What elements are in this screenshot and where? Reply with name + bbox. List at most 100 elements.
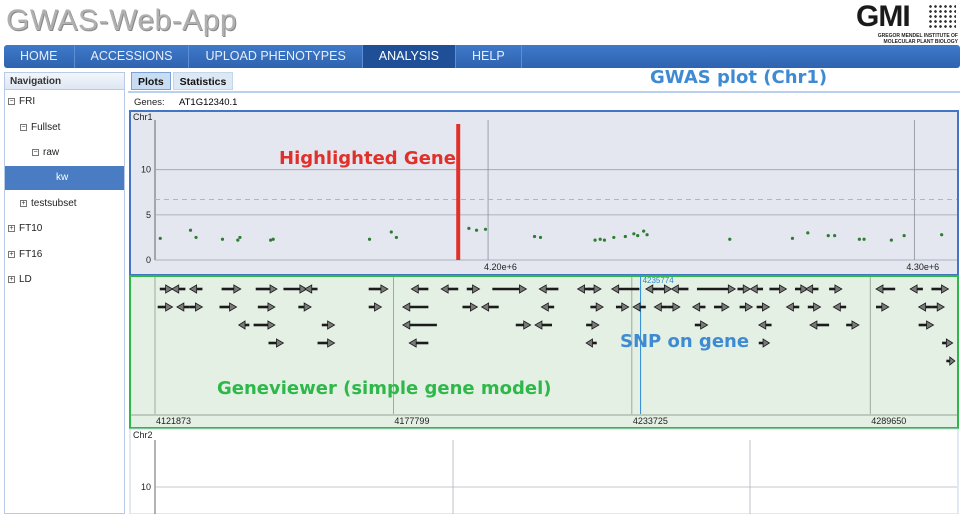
tree-item-label: FRI — [19, 96, 36, 107]
snp-point — [598, 237, 602, 241]
collapse-icon[interactable]: − — [32, 149, 39, 156]
gene-model — [253, 320, 276, 330]
gene-model — [317, 338, 336, 348]
tree-item-label: FT16 — [19, 249, 43, 260]
nav-tab-analysis[interactable]: ANALYSIS — [362, 45, 457, 68]
tree-item-ft16[interactable]: + FT16 — [5, 243, 124, 267]
tree-item-fri[interactable]: − FRI — [5, 90, 124, 114]
collapse-icon[interactable]: − — [8, 98, 15, 105]
snp-point — [367, 237, 372, 241]
snp-position-label: 4235774 — [643, 276, 675, 285]
tree-item-fullset[interactable]: − Fullset — [5, 116, 124, 140]
subtabs: Plots Statistics — [131, 72, 235, 92]
gene-strand-arrow — [410, 284, 419, 294]
tab-statistics[interactable]: Statistics — [172, 72, 234, 90]
navigation-sidebar: Navigation − FRI − Fullset − raw kw + testsu… — [4, 72, 125, 514]
gene-model — [401, 320, 437, 330]
sidebar-header: Navigation — [5, 73, 124, 90]
top-nav: HOME ACCESSIONS UPLOAD PHENOTYPES ANALYS… — [4, 45, 960, 68]
gene-strand-arrow — [576, 284, 585, 294]
gene-model — [588, 284, 602, 294]
chr1-y-tick-label: 10 — [141, 165, 151, 175]
chr2-panel — [129, 428, 959, 514]
gene-model — [737, 284, 752, 294]
gene-model — [515, 320, 532, 330]
gene-model — [368, 284, 389, 294]
highlighted-gene-bar — [456, 124, 461, 260]
gene-strand-arrow — [534, 320, 543, 330]
tab-plots[interactable]: Plots — [131, 72, 171, 90]
gene-model — [918, 320, 935, 330]
gene-strand-arrow — [327, 338, 336, 348]
nav-tab-home[interactable]: HOME — [4, 45, 75, 68]
gene-model — [586, 320, 600, 330]
gene-model — [221, 284, 242, 294]
gene-strand-arrow — [380, 284, 389, 294]
snp-point — [271, 237, 275, 241]
gene-model — [408, 338, 429, 348]
gene-model — [410, 284, 429, 294]
tree-item-raw[interactable]: − raw — [5, 141, 124, 165]
gene-strand-arrow — [813, 302, 822, 312]
gmi-logo-dots-icon — [928, 4, 956, 30]
snp-point — [538, 235, 543, 240]
tree-item-label: Fullset — [31, 122, 61, 133]
snp-point — [474, 228, 479, 232]
gene-strand-arrow — [700, 320, 709, 330]
gene-strand-arrow — [176, 302, 185, 312]
gene-model — [757, 320, 772, 330]
gene-strand-arrow — [470, 302, 479, 312]
expand-icon[interactable]: + — [8, 251, 15, 258]
gene-model — [670, 284, 689, 294]
tree-item-kw[interactable]: kw — [5, 166, 124, 190]
tree-item-label: kw — [56, 172, 69, 183]
expand-icon[interactable]: + — [20, 200, 27, 207]
gmi-logo: GMI GREGOR MENDEL INSTITUTE OF MOLECULAR… — [856, 2, 958, 46]
genes-input[interactable] — [178, 95, 268, 109]
snp-point — [940, 233, 944, 237]
gene-model — [368, 302, 383, 312]
snp-point — [889, 238, 893, 242]
gene-strand-arrow — [195, 302, 204, 312]
nav-tab-accessions[interactable]: ACCESSIONS — [75, 45, 190, 68]
tab-underline — [128, 91, 960, 93]
nav-tab-upload-phenotypes[interactable]: UPLOAD PHENOTYPES — [189, 45, 363, 68]
gene-strand-arrow — [809, 320, 818, 330]
gene-strand-arrow — [917, 302, 927, 312]
chr1-y-tick-label: 5 — [146, 210, 151, 220]
tree-item-ld[interactable]: + LD — [5, 268, 124, 292]
snp-point — [483, 227, 488, 231]
gene-strand-arrow — [834, 284, 843, 294]
gene-strand-arrow — [762, 302, 771, 312]
collapse-icon[interactable]: − — [20, 124, 27, 131]
gene-strand-arrow — [408, 338, 417, 348]
nav-tab-help[interactable]: HELP — [456, 45, 522, 68]
expand-icon[interactable]: + — [8, 276, 15, 283]
tree-item-ft10[interactable]: + FT10 — [5, 217, 124, 241]
tree-item-testsubset[interactable]: + testsubset — [5, 192, 124, 216]
gene-model — [176, 302, 190, 312]
gene-strand-arrow — [644, 284, 654, 294]
gene-model — [694, 320, 709, 330]
gene-strand-arrow — [663, 284, 673, 294]
gene-strand-arrow — [785, 302, 794, 312]
gene-strand-arrow — [585, 338, 593, 348]
gene-model — [189, 302, 204, 312]
gene-model — [909, 284, 923, 294]
expand-icon[interactable]: + — [8, 225, 15, 232]
gene-strand-arrow — [523, 320, 532, 330]
gene-strand-arrow — [188, 284, 198, 294]
gene-strand-arrow — [538, 284, 547, 294]
gene-strand-arrow — [267, 320, 276, 330]
snp-point — [602, 238, 607, 242]
gene-model — [157, 302, 174, 312]
gene-model — [876, 302, 890, 312]
gene-model — [658, 284, 673, 294]
gene-strand-arrow — [757, 320, 767, 330]
gene-model — [691, 302, 706, 312]
chr1-x-tick-label: 4.20e+6 — [484, 262, 517, 272]
snp-point — [857, 237, 861, 241]
genes-label: Genes: — [134, 97, 165, 108]
gene-strand-arrow — [519, 284, 528, 294]
gene-strand-arrow — [229, 302, 238, 312]
